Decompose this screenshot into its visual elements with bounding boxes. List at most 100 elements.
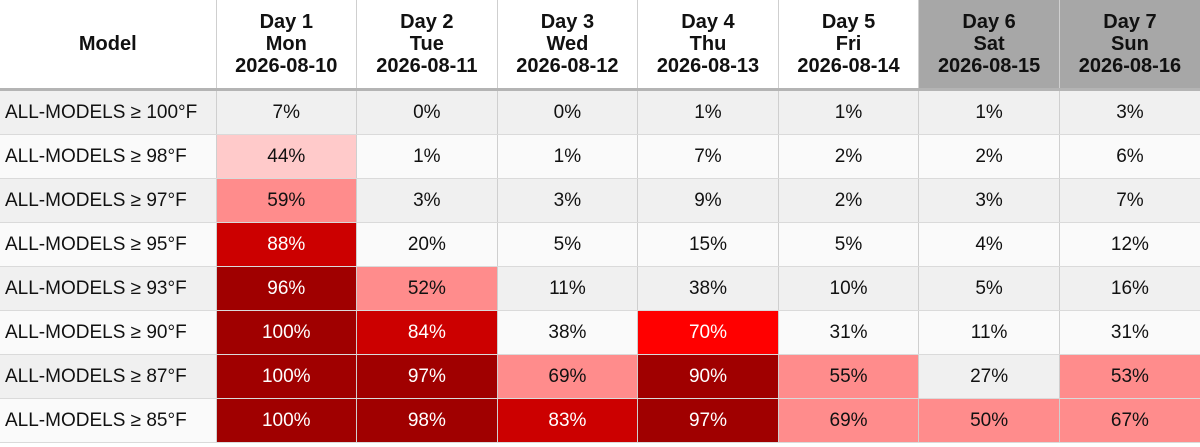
day-date: 2026-08-14 [797,55,900,77]
probability-cell: 2% [777,134,919,179]
probability-cell: 7% [637,134,779,179]
day-label: Day 3 [540,11,595,33]
probability-cell: 3% [918,178,1060,223]
probability-cell: 7% [215,89,357,135]
day-label: Day 5 [821,11,876,33]
model-name-cell: ALL-MODELS ≥ 93°F [0,266,216,311]
probability-cell: 55% [777,354,919,399]
table-row: ALL-MODELS ≥ 85°F 100% 98% 83% 97% 69% 5… [0,398,1200,443]
model-name-cell: ALL-MODELS ≥ 98°F [0,134,216,179]
model-name-cell: ALL-MODELS ≥ 85°F [0,398,216,443]
probability-cell: 3% [1058,89,1200,135]
probability-cell: 1% [637,89,779,135]
day-weekday: Sun [1111,33,1149,55]
probability-cell: 52% [356,266,498,311]
day-weekday: Fri [835,33,862,55]
day-date: 2026-08-15 [937,55,1041,77]
table-row: ALL-MODELS ≥ 98°F 44% 1% 1% 7% 2% 2% 6% [0,134,1200,179]
probability-cell: 4% [918,222,1060,267]
probability-cell: 1% [918,89,1060,135]
model-name-cell: ALL-MODELS ≥ 100°F [0,89,216,135]
probability-cell: 0% [356,89,498,135]
probability-cell: 53% [1058,354,1200,399]
day-label: Day 2 [400,11,454,33]
probability-cell: 97% [356,354,498,399]
probability-cell: 3% [356,178,498,223]
probability-cell: 5% [918,266,1060,311]
probability-cell: 3% [496,178,638,223]
table-row: ALL-MODELS ≥ 90°F 100% 84% 38% 70% 31% 1… [0,310,1200,355]
probability-cell: 27% [918,354,1060,399]
day-header: Day 2 Tue 2026-08-11 [356,0,498,91]
probability-cell: 50% [918,398,1060,443]
probability-cell: 1% [777,89,919,135]
day-date: 2026-08-11 [376,55,478,77]
model-name-cell: ALL-MODELS ≥ 97°F [0,178,216,223]
table-row: ALL-MODELS ≥ 95°F 88% 20% 5% 15% 5% 4% 1… [0,222,1200,267]
probability-cell: 67% [1058,398,1200,443]
probability-cell: 59% [215,178,357,223]
probability-cell: 6% [1058,134,1200,179]
day-weekday: Sat [973,33,1005,55]
table-row: ALL-MODELS ≥ 100°F 7% 0% 0% 1% 1% 1% 3% [0,89,1200,135]
probability-cell: 100% [215,398,357,443]
table-row: ALL-MODELS ≥ 93°F 96% 52% 11% 38% 10% 5%… [0,266,1200,311]
day-header: Day 3 Wed 2026-08-12 [496,0,638,91]
probability-cell: 10% [777,266,919,311]
day-label: Day 1 [259,11,313,33]
probability-cell: 5% [496,222,638,267]
day-date: 2026-08-13 [656,55,760,77]
day-weekday: Wed [546,33,589,55]
probability-cell: 88% [215,222,357,267]
day-label: Day 7 [1103,11,1157,33]
probability-cell: 38% [496,310,638,355]
probability-cell: 70% [637,310,779,355]
probability-cell: 31% [1058,310,1200,355]
probability-cell: 1% [356,134,498,179]
table-row: ALL-MODELS ≥ 87°F 100% 97% 69% 90% 55% 2… [0,354,1200,399]
probability-cell: 20% [356,222,498,267]
day-header-weekend: Day 7 Sun 2026-08-16 [1058,0,1200,91]
probability-cell: 2% [777,178,919,223]
probability-cell: 16% [1058,266,1200,311]
table-row: ALL-MODELS ≥ 97°F 59% 3% 3% 9% 2% 3% 7% [0,178,1200,223]
probability-cell: 0% [496,89,638,135]
day-date: 2026-08-10 [235,55,338,77]
probability-cell: 100% [215,310,357,355]
probability-cell: 5% [777,222,919,267]
probability-cell: 44% [215,134,357,179]
probability-cell: 97% [637,398,779,443]
probability-cell: 96% [215,266,357,311]
day-header: Day 5 Fri 2026-08-14 [777,0,919,91]
day-header: Day 4 Thu 2026-08-13 [637,0,779,91]
model-name-cell: ALL-MODELS ≥ 90°F [0,310,216,355]
model-name-cell: ALL-MODELS ≥ 95°F [0,222,216,267]
header-row: Model Day 1 Mon 2026-08-10 Day 2 Tue 2026-08… [0,0,1200,91]
probability-cell: 83% [496,398,638,443]
probability-cell: 11% [496,266,638,311]
day-header-weekend: Day 6 Sat 2026-08-15 [918,0,1060,91]
day-date: 2026-08-16 [1078,55,1182,77]
probability-cell: 69% [777,398,919,443]
probability-cell: 1% [496,134,638,179]
probability-cell: 11% [918,310,1060,355]
probability-cell: 84% [356,310,498,355]
probability-cell: 31% [777,310,919,355]
model-column-header: Model [0,0,216,91]
probability-cell: 2% [918,134,1060,179]
day-date: 2026-08-12 [516,55,619,77]
day-weekday: Thu [689,33,727,55]
day-label: Day 6 [962,11,1016,33]
probability-cell: 38% [637,266,779,311]
probability-cell: 15% [637,222,779,267]
day-weekday: Tue [409,33,444,55]
probability-cell: 90% [637,354,779,399]
model-name-cell: ALL-MODELS ≥ 87°F [0,354,216,399]
table-body: ALL-MODELS ≥ 100°F 7% 0% 0% 1% 1% 1% 3% … [0,89,1200,443]
probability-cell: 69% [496,354,638,399]
probability-cell: 12% [1058,222,1200,267]
probability-cell: 100% [215,354,357,399]
probability-cell: 98% [356,398,498,443]
day-weekday: Mon [265,33,307,55]
